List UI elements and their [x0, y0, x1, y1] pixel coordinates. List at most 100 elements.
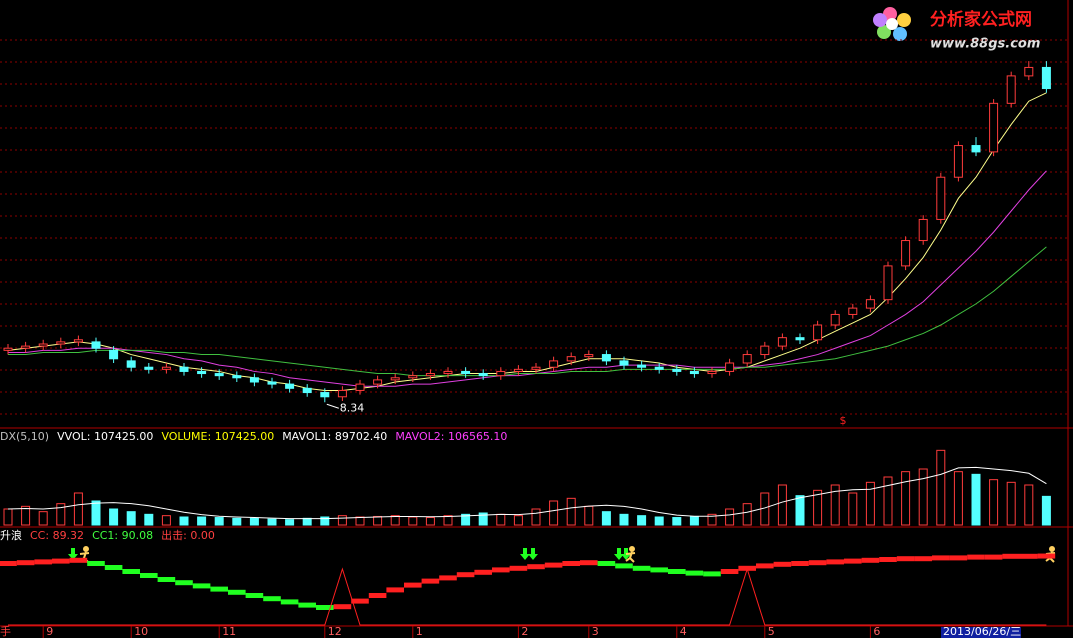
volume-bar [197, 516, 207, 526]
volume-bar [848, 492, 858, 526]
cursor-date-bg [941, 627, 1021, 638]
candle-body [91, 341, 101, 349]
indicator-bar [157, 577, 176, 582]
candle-body [302, 387, 312, 394]
candle-body [425, 373, 435, 377]
candle-body [161, 366, 171, 370]
volume-bar [654, 516, 664, 526]
panel-header: 升浪 [0, 528, 22, 542]
indicator-bar [474, 569, 492, 575]
candle-body [760, 345, 770, 356]
indicator-bar [263, 596, 281, 602]
indicator-bar [527, 564, 545, 570]
indicator-bar [298, 602, 316, 608]
candle-body [689, 370, 699, 375]
candle-body [73, 339, 83, 343]
x-tick-label: 1 [416, 625, 423, 638]
indicator-bar [333, 604, 352, 610]
indicator-bar [386, 587, 404, 593]
cursor-date: 2013/06/26/三 [943, 625, 1021, 638]
candle-body [56, 341, 66, 345]
candle-body [707, 370, 717, 375]
volume-bar [936, 449, 946, 526]
indicator-bar [1020, 553, 1038, 559]
volume-bar [584, 505, 594, 526]
volume-bar [285, 519, 295, 526]
candle-body [21, 345, 31, 349]
indicator-bar [914, 556, 932, 562]
indicator-bar [104, 565, 123, 570]
volume-bar [619, 513, 629, 526]
x-tick-label: 4 [680, 625, 687, 638]
ma-line [7, 466, 1047, 520]
x-tick-label: 12 [328, 625, 342, 638]
candle-body [1041, 66, 1051, 90]
volume-bar [214, 517, 224, 526]
candle-body [461, 370, 471, 375]
volume-bar [390, 515, 400, 526]
candle-body [725, 362, 735, 372]
indicator-bar [879, 557, 897, 562]
volume-bar [21, 505, 31, 526]
indicator-bar [615, 563, 633, 569]
candle-body [936, 176, 946, 220]
indicator-bar [844, 558, 862, 564]
candle-body [443, 370, 453, 375]
indicator-bar [597, 561, 616, 566]
volume-bar [320, 516, 330, 526]
candle-body [373, 379, 383, 385]
x-tick-label: 2 [521, 625, 528, 638]
candle-body [777, 337, 787, 347]
indicator-bar [492, 567, 510, 573]
indicator-bar [0, 561, 17, 566]
volume-bar [1006, 481, 1016, 526]
indicator-bar [509, 565, 528, 571]
panel-header: 出击: 0.00 [161, 528, 215, 542]
ma-line [8, 170, 1047, 387]
candle-body [179, 366, 189, 372]
indicator-bar [34, 559, 52, 565]
volume-bar [373, 515, 383, 526]
indicator-bar [826, 559, 844, 565]
indicator-bar [562, 561, 580, 566]
candle-body [1006, 75, 1016, 104]
candle-body [901, 240, 911, 267]
volume-bar [742, 503, 752, 526]
volume-bar [478, 512, 488, 526]
indicator-bar [791, 561, 809, 566]
volume-bar [91, 500, 101, 526]
volume-bar [707, 513, 717, 526]
x-tick-label: 10 [134, 625, 148, 638]
spike-line [8, 567, 1047, 626]
indicator-bar [756, 563, 774, 569]
indicator-bar [210, 586, 228, 592]
candle-body [637, 364, 647, 368]
volume-bar [1041, 495, 1051, 526]
indicator-bar [69, 557, 88, 563]
volume-bar [337, 515, 347, 526]
marker: $ [840, 414, 847, 427]
volume-bar [302, 517, 312, 526]
panel-header: MAVOL1: 89702.40 [282, 430, 387, 443]
volume-bar [408, 516, 418, 526]
indicator-bar [861, 557, 880, 563]
candle-body [989, 102, 999, 153]
volume-bar [73, 492, 83, 526]
candle-body [549, 360, 559, 368]
volume-bar [549, 500, 559, 526]
volume-bar [109, 508, 119, 526]
volume-bar [953, 471, 963, 526]
indicator-bar [192, 583, 211, 589]
indicator-bar [632, 565, 651, 571]
indicator-bar [175, 580, 193, 586]
volume-bar [865, 481, 875, 526]
panel-header: DX(5,10) [0, 430, 49, 443]
candle-body [390, 377, 400, 381]
volume-bar [795, 495, 805, 526]
volume-bar [777, 484, 787, 526]
volume-bar [883, 476, 893, 526]
indicator-bar [122, 569, 140, 574]
x-tick-label: 9 [46, 625, 53, 638]
